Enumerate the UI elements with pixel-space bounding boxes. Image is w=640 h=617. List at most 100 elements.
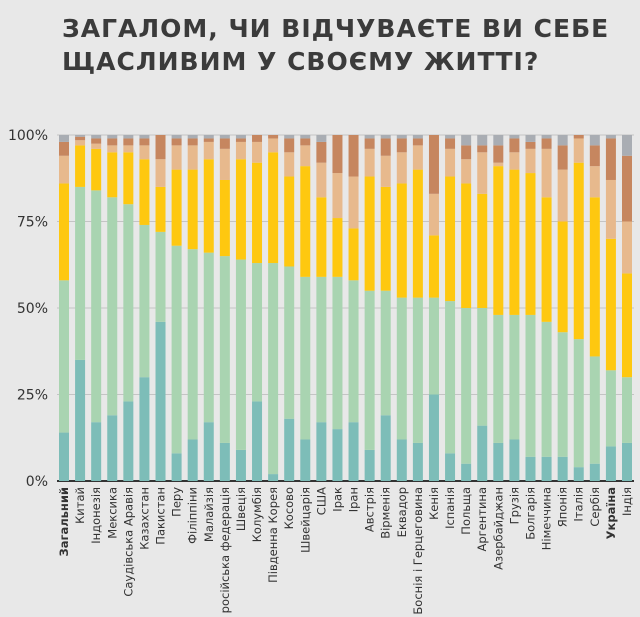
chart-title-line-1: ЗАГАЛОМ, ЧИ ВІДЧУВАЄТЕ ВИ СЕБЕ [62, 14, 610, 43]
bar-segment [605, 179, 616, 239]
bar-segment [219, 148, 230, 180]
bar-segment [445, 176, 456, 302]
bar-segment [203, 138, 214, 142]
bar-segment [477, 145, 488, 153]
bar-segment [605, 135, 616, 139]
bar-segment [364, 449, 375, 481]
bar-segment [396, 297, 407, 440]
bar-segment [525, 456, 536, 481]
bar-segment [541, 148, 552, 198]
y-tick-label: 100% [8, 128, 48, 144]
bar-segment [622, 155, 632, 222]
bar-segment [364, 290, 375, 450]
bar-segment [509, 439, 520, 481]
bar-segment [75, 135, 86, 137]
bar-segment [364, 135, 375, 139]
x-tick-label: США [314, 487, 328, 515]
bar-segment [412, 138, 423, 146]
bar-segment [477, 308, 488, 426]
bar-segment [187, 169, 198, 250]
bar-segment [557, 332, 568, 457]
bar-segment [509, 314, 520, 440]
bar-segment [525, 141, 536, 149]
y-tick-label: 75% [17, 215, 48, 231]
y-tick-label: 0% [26, 474, 48, 490]
bar-segment [541, 197, 552, 322]
bar-segment [91, 190, 102, 423]
bar-segment [59, 141, 69, 156]
bar-segment [300, 138, 311, 146]
bar-segment [139, 138, 150, 146]
y-tick-label: 25% [17, 388, 48, 404]
bar-segment [219, 256, 230, 443]
bar-segment [123, 152, 134, 205]
bar-segment [187, 138, 198, 146]
bar-segment [622, 442, 632, 481]
x-tick-label: російська федерація [218, 487, 232, 613]
bar-segment [316, 162, 327, 198]
bar-segment [107, 152, 118, 198]
bar-segment [284, 152, 295, 177]
bar-segment [123, 145, 134, 153]
x-tick-label: Україна [604, 487, 618, 539]
bar-segment [139, 377, 150, 481]
bar-segment [557, 221, 568, 333]
x-tick-label: Пакистан [154, 487, 168, 545]
x-tick-label: Індонезія [89, 487, 103, 544]
bar-segment [252, 141, 263, 163]
bar-segment [75, 145, 86, 187]
x-tick-label: Швейцарія [298, 487, 312, 553]
bar-segment [219, 138, 230, 149]
bar-segment [348, 176, 359, 229]
bar-segment [396, 439, 407, 481]
bar-segment [573, 467, 584, 481]
bar-segment [235, 259, 246, 450]
bar-segment [525, 314, 536, 457]
x-tick-label: Індія [620, 487, 634, 516]
bar-segment [364, 176, 375, 291]
x-tick-label: Казахстан [137, 487, 151, 550]
bar-segment [332, 173, 343, 219]
bar-segment [284, 138, 295, 153]
x-tick-label: Косово [282, 487, 296, 529]
bar-segment [187, 135, 198, 139]
bar-segment [380, 186, 391, 291]
bar-segment [139, 135, 150, 139]
bar-segment [203, 141, 214, 160]
bar-segment [493, 145, 504, 163]
x-tick-label: Сербія [588, 487, 602, 527]
bar-segment [605, 138, 616, 180]
x-tick-label: Малайзія [202, 487, 216, 542]
bar-segment [300, 135, 311, 139]
bar-segment [348, 228, 359, 281]
bar-segment [268, 152, 279, 264]
x-tick-label: Іспанія [443, 487, 457, 529]
bar-segment [477, 135, 488, 146]
bar-segment [219, 179, 230, 257]
bar-segment [428, 135, 439, 194]
bar-segment [589, 463, 600, 481]
bar-segment [235, 159, 246, 260]
bar-segment [573, 339, 584, 468]
bar-segment [139, 145, 150, 160]
bar-segment [493, 135, 504, 146]
bar-segment [75, 186, 86, 360]
bar-segment [396, 183, 407, 298]
bar-segment [445, 453, 456, 481]
x-tick-label: Колумбія [250, 487, 264, 542]
bar-segment [219, 442, 230, 481]
bar-segment [332, 135, 343, 174]
bar-segment [541, 456, 552, 481]
bar-segment [605, 238, 616, 371]
bar-segment [155, 135, 166, 160]
x-tick-label: Вірменія [379, 487, 393, 539]
bar-segment [364, 138, 375, 149]
bar-segment [525, 135, 536, 142]
bar-segment [348, 422, 359, 481]
bar-segment [203, 252, 214, 423]
bar-segment [107, 145, 118, 153]
bar-segment [123, 204, 134, 402]
bar-segment [525, 173, 536, 315]
bar-segment [348, 135, 359, 177]
